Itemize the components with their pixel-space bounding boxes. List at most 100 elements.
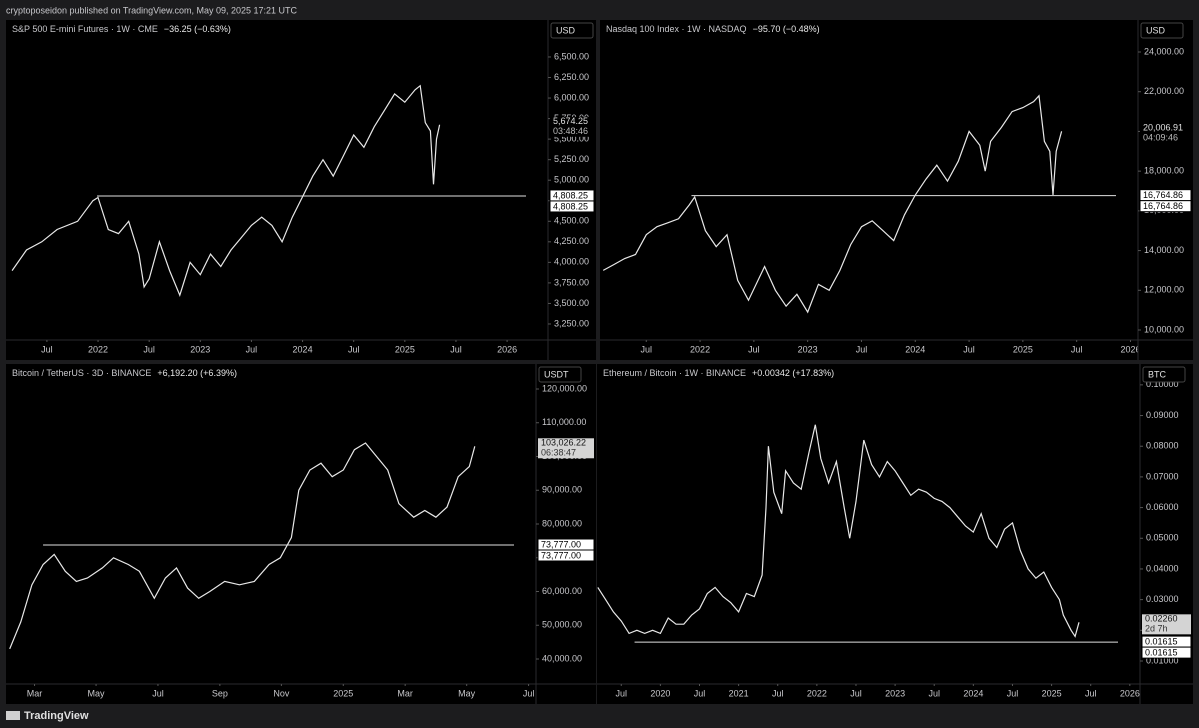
x-tick-label: Jul	[1007, 688, 1019, 698]
plot-area	[11, 84, 526, 297]
last-price-box	[1140, 123, 1191, 144]
x-tick-label: 2025	[333, 688, 353, 698]
y-tick-label: 40,000.00	[542, 653, 582, 663]
currency-label: BTC	[1148, 369, 1167, 379]
y-tick-label: 18,000.00	[1144, 166, 1184, 176]
x-tick-label: Mar	[27, 688, 43, 698]
last-price-box	[550, 116, 594, 137]
level-price-label: 73,777.00	[541, 539, 581, 549]
time-axis-labels: Jul 2022 Jul 2023 Jul 2024 Jul 2025 Jul 2026	[641, 340, 1140, 354]
currency-box	[1142, 366, 1186, 383]
currency-box	[538, 366, 582, 383]
y-tick-label: 22,000.00	[1144, 86, 1184, 96]
x-tick-label: 2024	[963, 688, 983, 698]
footer-logo: TradingView	[6, 710, 89, 722]
x-tick-label: Jul	[615, 688, 627, 698]
chart-change: +6,192.20 (+6.39%)	[157, 368, 237, 378]
y-tick-label: 50,000.00	[542, 620, 582, 630]
level-price-label: 4,808.25	[553, 201, 588, 211]
currency-box	[1140, 22, 1184, 39]
y-tick-label: 3,500.00	[554, 298, 589, 308]
x-tick-label: Jul	[772, 688, 784, 698]
currency-label: USDT	[544, 369, 569, 379]
y-tick-label: 0.04000	[1146, 563, 1179, 573]
x-tick-label: May	[458, 688, 476, 698]
countdown-label: 03:48:46	[553, 126, 588, 136]
price-axis-labels: 40,000.0050,000.0060,000.0070,000.0080,0…	[536, 383, 587, 663]
y-tick-label: 3,750.00	[554, 277, 589, 287]
x-tick-label: May	[88, 688, 106, 698]
y-tick-label: 5,000.00	[554, 175, 589, 185]
x-tick-label: Jul	[850, 688, 862, 698]
chart-legend: Nasdaq 100 Index · 1W · NASDAQ −95.70 (−0…	[606, 24, 820, 34]
chart-change: −95.70 (−0.48%)	[753, 24, 820, 34]
chart-legend: S&P 500 E-mini Futures · 1W · CME −36.25 …	[12, 24, 231, 34]
y-tick-label: 0.08000	[1146, 441, 1179, 451]
x-tick-label: 2022	[807, 688, 827, 698]
x-tick-label: 2021	[729, 688, 749, 698]
y-tick-label: 14,000.00	[1144, 245, 1184, 255]
x-tick-label: 2022	[88, 344, 108, 354]
chart-title: Ethereum / Bitcoin · 1W · BINANCE	[603, 368, 746, 378]
last-price-label: 0.02260	[1145, 614, 1178, 624]
chart-change: −36.25 (−0.63%)	[164, 24, 231, 34]
chart-panel: Jul 2022 Jul 2023 Jul 2024 Jul 2025 Jul 2026 10,00…	[600, 20, 1193, 360]
x-tick-label: Jul	[748, 344, 760, 354]
chart-title: Bitcoin / TetherUS · 3D · BINANCE	[12, 368, 151, 378]
currency-box	[550, 22, 594, 39]
y-tick-label: 4,250.00	[554, 236, 589, 246]
level-price-label: 16,764.86	[1143, 201, 1183, 211]
panel-bg	[6, 20, 596, 360]
price-line	[602, 94, 1063, 314]
chart-panel: Jul 2022 Jul 2023 Jul 2024 Jul 2025 Jul 2026 3,250…	[6, 20, 596, 360]
level-price-box	[1141, 646, 1192, 659]
y-tick-label: 10,000.00	[1144, 324, 1184, 334]
chart-title: Nasdaq 100 Index · 1W · NASDAQ	[606, 24, 747, 34]
x-tick-label: 2026	[497, 344, 517, 354]
y-tick-label: 0.05000	[1146, 533, 1179, 543]
y-tick-label: 0.03000	[1146, 594, 1179, 604]
x-tick-label: 2026	[1120, 344, 1140, 354]
x-tick-label: Nov	[273, 688, 290, 698]
plot-area	[602, 94, 1116, 314]
x-tick-label: Jul	[1071, 344, 1083, 354]
x-tick-label: Jul	[1085, 688, 1097, 698]
level-price-label: 4,808.25	[553, 190, 588, 200]
level-price-label: 73,777.00	[541, 550, 581, 560]
chart-title: S&P 500 E-mini Futures · 1W · CME	[12, 24, 158, 34]
panel-bg	[600, 20, 1193, 360]
x-tick-label: 2023	[190, 344, 210, 354]
last-price-box	[538, 438, 594, 459]
x-tick-label: Jul	[694, 688, 706, 698]
y-tick-label: 24,000.00	[1144, 46, 1184, 56]
level-price-label: 0.01615	[1145, 647, 1178, 657]
plot-area	[9, 442, 514, 650]
panel-bg	[6, 364, 596, 704]
y-tick-label: 5,500.00	[554, 134, 589, 144]
y-tick-label: 0.06000	[1146, 502, 1179, 512]
x-tick-label: Jul	[143, 344, 155, 354]
y-tick-label: 60,000.00	[542, 586, 582, 596]
y-tick-label: 0.10000	[1146, 379, 1179, 389]
y-tick-label: 120,000.00	[542, 383, 587, 393]
x-tick-label: 2023	[885, 688, 905, 698]
y-tick-label: 4,500.00	[554, 216, 589, 226]
currency-label: USD	[556, 25, 576, 35]
x-tick-label: 2024	[293, 344, 313, 354]
x-tick-label: Jul	[348, 344, 360, 354]
time-axis-labels: Jul 2022 Jul 2023 Jul 2024 Jul 2025 Jul 2026	[41, 340, 517, 354]
x-tick-label: Jul	[450, 344, 462, 354]
chart-panel: Mar May Jul Sep Nov 2025 Mar May Jul 40,000.00 50,…	[6, 364, 596, 704]
chart-panel: Jul 2020 Jul 2021 Jul 2022 Jul 2023 Jul 2024 Jul 20…	[597, 364, 1193, 704]
logo-icon	[6, 711, 20, 720]
publisher-line: cryptoposeidon published on TradingView.…	[6, 5, 298, 15]
y-tick-label: 12,000.00	[1144, 285, 1184, 295]
y-tick-label: 0.07000	[1146, 471, 1179, 481]
x-tick-label: Jul	[856, 344, 868, 354]
panel-bg	[597, 364, 1193, 704]
x-tick-label: Jul	[928, 688, 940, 698]
x-tick-label: 2020	[650, 688, 670, 698]
x-tick-label: Mar	[397, 688, 413, 698]
footer-brand: TradingView	[24, 710, 89, 722]
